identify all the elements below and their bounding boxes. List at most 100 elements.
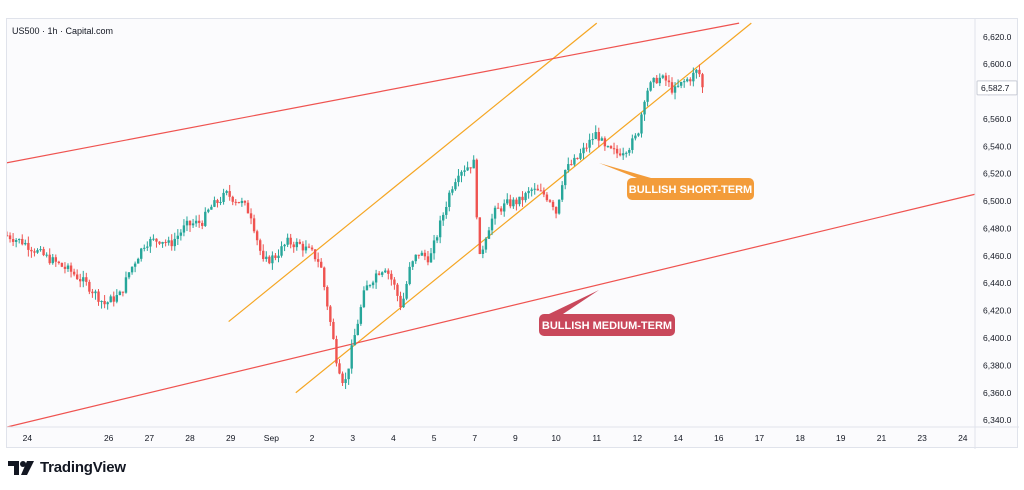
candle-body xyxy=(658,77,661,84)
candle-body xyxy=(673,86,677,93)
candle-body xyxy=(524,193,527,201)
candle-body xyxy=(420,252,424,256)
candle-body xyxy=(332,321,335,340)
candle-body xyxy=(515,199,518,205)
candle-body xyxy=(249,213,253,219)
x-tick-label: 10 xyxy=(551,433,561,443)
candle-body xyxy=(286,237,289,245)
candle-body xyxy=(100,301,103,303)
candle-body xyxy=(643,101,646,115)
candle-body xyxy=(573,157,576,165)
candle-body xyxy=(362,290,366,308)
y-tick-label: 6,400.0 xyxy=(983,333,1012,343)
candle-body xyxy=(649,82,652,91)
candle-body xyxy=(313,249,317,260)
tradingview-brand[interactable]: TradingView xyxy=(8,459,126,476)
candle-body xyxy=(115,295,119,302)
candle-body xyxy=(143,247,146,249)
candle-body xyxy=(298,241,302,244)
candle-body xyxy=(57,261,61,264)
candle-body xyxy=(329,306,332,322)
candle-body xyxy=(127,272,131,278)
candle-body xyxy=(112,296,115,302)
candle-body xyxy=(506,199,509,204)
candle-body xyxy=(335,339,338,364)
candle-body xyxy=(350,345,353,369)
candle-body xyxy=(353,335,356,346)
candle-body xyxy=(478,217,482,254)
last-price-label: 6,582.7 xyxy=(981,83,1010,93)
x-tick-label: 27 xyxy=(145,433,155,443)
candle-body xyxy=(631,138,634,150)
candle-body xyxy=(310,247,314,250)
x-tick-label: 23 xyxy=(917,433,927,443)
candle-body xyxy=(628,149,631,153)
candle-body xyxy=(487,230,491,239)
x-tick-label: 24 xyxy=(23,433,33,443)
candle-body xyxy=(472,159,475,169)
candle-body xyxy=(88,281,91,292)
y-tick-label: 6,620.0 xyxy=(983,32,1012,42)
candle-body xyxy=(621,153,625,156)
candle-body xyxy=(454,182,457,190)
candle-body xyxy=(652,77,655,83)
medium-term-callout-pointer xyxy=(549,290,599,314)
candle-body xyxy=(564,169,567,186)
candle-body xyxy=(75,274,79,280)
candle-body xyxy=(533,188,536,190)
y-tick-label: 6,360.0 xyxy=(983,388,1012,398)
candle-body xyxy=(646,90,649,102)
candle-body xyxy=(661,75,665,78)
candle-body xyxy=(316,259,320,262)
candle-body xyxy=(262,250,265,259)
candle-body xyxy=(185,220,189,226)
candle-body xyxy=(51,257,54,264)
candle-body xyxy=(161,241,164,244)
candlestick-chart[interactable]: BULLISH SHORT-TERM BULLISH MEDIUM-TERM 6,… xyxy=(7,19,1019,449)
candle-body xyxy=(268,256,271,264)
candle-body xyxy=(365,285,369,291)
x-tick-label: 9 xyxy=(513,433,518,443)
candle-body xyxy=(289,237,292,245)
chart-panel[interactable]: BULLISH SHORT-TERM BULLISH MEDIUM-TERM 6,… xyxy=(6,18,1019,449)
candle-body xyxy=(588,139,591,148)
candle-body xyxy=(24,242,27,245)
x-tick-label: Sep xyxy=(264,433,279,443)
x-tick-label: 2 xyxy=(310,433,315,443)
candle-body xyxy=(225,191,228,193)
candle-body xyxy=(133,263,137,267)
candle-body xyxy=(222,192,225,202)
candle-body xyxy=(304,246,308,251)
candle-body xyxy=(173,238,176,247)
candle-body xyxy=(457,175,460,183)
candle-body xyxy=(582,147,585,154)
y-tick-label: 6,440.0 xyxy=(983,278,1012,288)
candle-body xyxy=(402,298,405,308)
candle-body xyxy=(39,249,42,251)
candle-body xyxy=(676,85,680,87)
candle-body xyxy=(146,246,149,248)
candle-body xyxy=(176,235,180,239)
candle-body xyxy=(21,238,24,245)
candle-body xyxy=(597,132,600,141)
candle-body xyxy=(323,267,326,288)
last-price-box xyxy=(976,80,1018,96)
channel-medium-term-lower xyxy=(7,193,976,428)
candle-body xyxy=(234,201,237,203)
candle-body xyxy=(179,232,183,236)
candle-body xyxy=(640,114,643,134)
candle-body xyxy=(490,218,494,231)
candle-body xyxy=(188,220,192,226)
candle-body xyxy=(82,277,85,282)
candle-body xyxy=(60,263,64,267)
candle-body xyxy=(701,74,704,88)
candle-body xyxy=(509,199,512,207)
candle-body xyxy=(66,265,70,269)
candle-body xyxy=(91,291,94,294)
candle-body xyxy=(265,256,268,259)
candle-body xyxy=(518,196,521,205)
candle-body xyxy=(258,240,262,251)
candle-body xyxy=(54,257,58,262)
candle-body xyxy=(48,254,51,264)
candle-body xyxy=(377,273,381,275)
